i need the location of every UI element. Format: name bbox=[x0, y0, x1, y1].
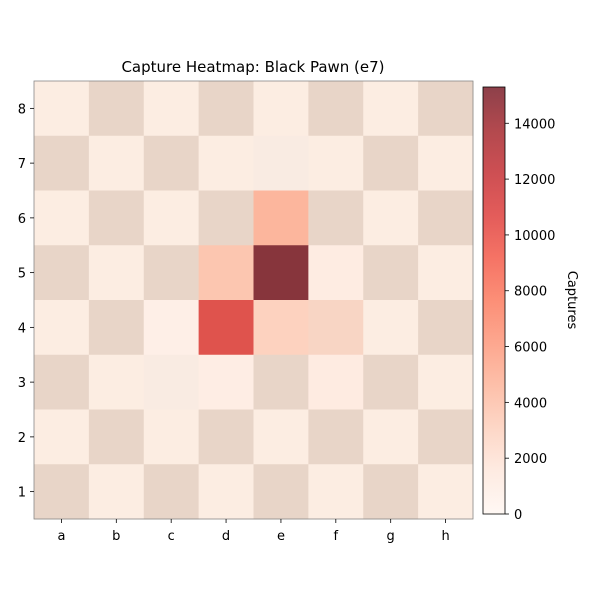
heatmap-cell-c3 bbox=[143, 354, 200, 410]
heatmap-cell-f1 bbox=[308, 464, 364, 520]
heatmap-cell-c1 bbox=[143, 464, 200, 520]
heatmap-cell-f5 bbox=[308, 245, 364, 301]
colorbar-tick-label: 10000 bbox=[514, 229, 555, 244]
heatmap-cell-h7 bbox=[418, 135, 474, 191]
y-tick-label: 2 bbox=[18, 431, 26, 446]
y-tick-label: 4 bbox=[18, 321, 26, 336]
heatmap-cell-d3 bbox=[198, 354, 254, 410]
colorbar-label: Captures bbox=[564, 271, 579, 330]
heatmap-cell-b8 bbox=[88, 81, 145, 137]
heatmap-cell-f4 bbox=[308, 300, 364, 356]
heatmap-cell-a8 bbox=[34, 81, 90, 137]
heatmap-cell-c7 bbox=[143, 135, 200, 191]
heatmap-cell-a1 bbox=[34, 464, 90, 520]
x-tick-label: b bbox=[112, 529, 120, 544]
heatmap-cell-a5 bbox=[34, 245, 90, 301]
y-tick-label: 8 bbox=[18, 102, 26, 117]
x-axis: a b c d e f g h bbox=[57, 519, 450, 544]
colorbar-tick-label: 12000 bbox=[514, 173, 555, 188]
heatmap-cell-g2 bbox=[363, 409, 419, 465]
heatmap-cell-b2 bbox=[88, 409, 145, 465]
heatmap-cell-f3 bbox=[308, 354, 364, 410]
heatmap-cell-e2 bbox=[253, 409, 309, 465]
heatmap-cell-d8 bbox=[198, 81, 254, 137]
heatmap-cell-g7 bbox=[363, 135, 419, 191]
heatmap-cell-f8 bbox=[308, 81, 364, 137]
heatmap-cell-h4 bbox=[418, 300, 474, 356]
heatmap-cell-h2 bbox=[418, 409, 474, 465]
heatmap-cell-d7 bbox=[198, 135, 254, 191]
heatmap-cell-b7 bbox=[88, 135, 145, 191]
x-tick-label: a bbox=[57, 529, 65, 544]
colorbar-tick-label: 14000 bbox=[514, 117, 555, 132]
heatmap-cell-b6 bbox=[88, 190, 145, 246]
heatmap-cell-h1 bbox=[418, 464, 474, 520]
heatmap-cell-d5 bbox=[198, 245, 254, 301]
heatmap-cell-b5 bbox=[88, 245, 145, 301]
heatmap-cell-f2 bbox=[308, 409, 364, 465]
heatmap-cell-h3 bbox=[418, 354, 474, 410]
x-tick-label: d bbox=[222, 529, 230, 544]
heatmap-cell-c8 bbox=[143, 81, 200, 137]
colorbar bbox=[482, 86, 506, 515]
heatmap-cell-e8 bbox=[253, 81, 309, 137]
plot-frame bbox=[33, 80, 474, 520]
colorbar-axis: 0 2000 4000 6000 8000 10000 12000 14000 bbox=[505, 117, 555, 523]
heatmap-cell-d1 bbox=[198, 464, 254, 520]
heatmap-cell-b4 bbox=[88, 300, 145, 356]
y-tick-label: 5 bbox=[18, 267, 26, 282]
y-axis: 1 2 3 4 5 6 7 8 bbox=[18, 102, 34, 501]
heatmap-cell-a2 bbox=[34, 409, 90, 465]
x-tick-label: c bbox=[168, 529, 175, 544]
heatmap-cell-a4 bbox=[34, 300, 90, 356]
x-tick-label: h bbox=[441, 529, 449, 544]
heatmap-cell-e6 bbox=[253, 190, 309, 246]
heatmap-cell-a7 bbox=[34, 135, 90, 191]
heatmap-cell-e4 bbox=[253, 300, 309, 356]
heatmap-cell-g5 bbox=[363, 245, 419, 301]
y-tick-label: 6 bbox=[18, 212, 26, 227]
heatmap-cell-g3 bbox=[363, 354, 419, 410]
colorbar-tick-label: 0 bbox=[514, 508, 522, 523]
heatmap-cell-c2 bbox=[143, 409, 200, 465]
heatmap-cell-e1 bbox=[253, 464, 309, 520]
x-tick-label: g bbox=[387, 529, 395, 544]
heatmap-cell-f6 bbox=[308, 190, 364, 246]
colorbar-tick-label: 8000 bbox=[514, 285, 547, 300]
heatmap-cell-g6 bbox=[363, 190, 419, 246]
heatmap-cell-h5 bbox=[418, 245, 474, 301]
x-tick-label: f bbox=[334, 529, 339, 544]
heatmap-cell-c6 bbox=[143, 190, 200, 246]
heatmap-cell-c4 bbox=[143, 300, 200, 356]
y-tick-label: 1 bbox=[18, 486, 26, 501]
colorbar-tick-label: 4000 bbox=[514, 396, 547, 411]
heatmap-cell-e5 bbox=[253, 245, 309, 301]
heatmap-cells bbox=[34, 81, 474, 520]
heatmap-cell-g1 bbox=[363, 464, 419, 520]
heatmap-cell-d4 bbox=[198, 300, 254, 356]
heatmap-cell-h6 bbox=[418, 190, 474, 246]
heatmap-cell-e7 bbox=[253, 135, 309, 191]
x-tick-label: e bbox=[277, 529, 285, 544]
chart-title: Capture Heatmap: Black Pawn (e7) bbox=[121, 58, 384, 76]
heatmap-cell-b3 bbox=[88, 354, 145, 410]
colorbar-tick-label: 6000 bbox=[514, 341, 547, 356]
colorbar-tick-label: 2000 bbox=[514, 452, 547, 467]
heatmap-cell-a6 bbox=[34, 190, 90, 246]
heatmap-cell-g4 bbox=[363, 300, 419, 356]
y-tick-label: 3 bbox=[18, 376, 26, 391]
heatmap-cell-f7 bbox=[308, 135, 364, 191]
heatmap-cell-h8 bbox=[418, 81, 474, 137]
y-tick-label: 7 bbox=[18, 157, 26, 172]
heatmap-cell-d2 bbox=[198, 409, 254, 465]
heatmap-cell-c5 bbox=[143, 245, 200, 301]
heatmap-cell-e3 bbox=[253, 354, 309, 410]
heatmap-cell-b1 bbox=[88, 464, 145, 520]
heatmap-cell-a3 bbox=[34, 354, 90, 410]
heatmap-cell-d6 bbox=[198, 190, 254, 246]
heatmap-cell-g8 bbox=[363, 81, 419, 137]
